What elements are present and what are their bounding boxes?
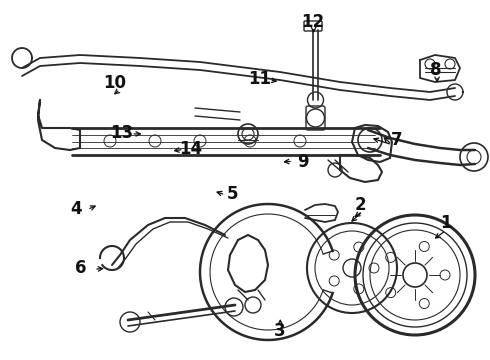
- Text: 4: 4: [70, 200, 82, 218]
- Text: 14: 14: [179, 140, 203, 158]
- Text: 11: 11: [248, 70, 271, 88]
- Text: 3: 3: [273, 322, 285, 340]
- Text: 6: 6: [75, 259, 87, 277]
- Text: 10: 10: [104, 74, 126, 92]
- Text: 1: 1: [440, 214, 452, 232]
- Text: 12: 12: [301, 13, 324, 31]
- Text: 5: 5: [227, 185, 239, 203]
- Text: 7: 7: [391, 131, 403, 149]
- Text: 2: 2: [354, 196, 366, 214]
- Text: 9: 9: [297, 153, 309, 171]
- Text: 8: 8: [430, 61, 442, 79]
- Text: 13: 13: [110, 124, 133, 142]
